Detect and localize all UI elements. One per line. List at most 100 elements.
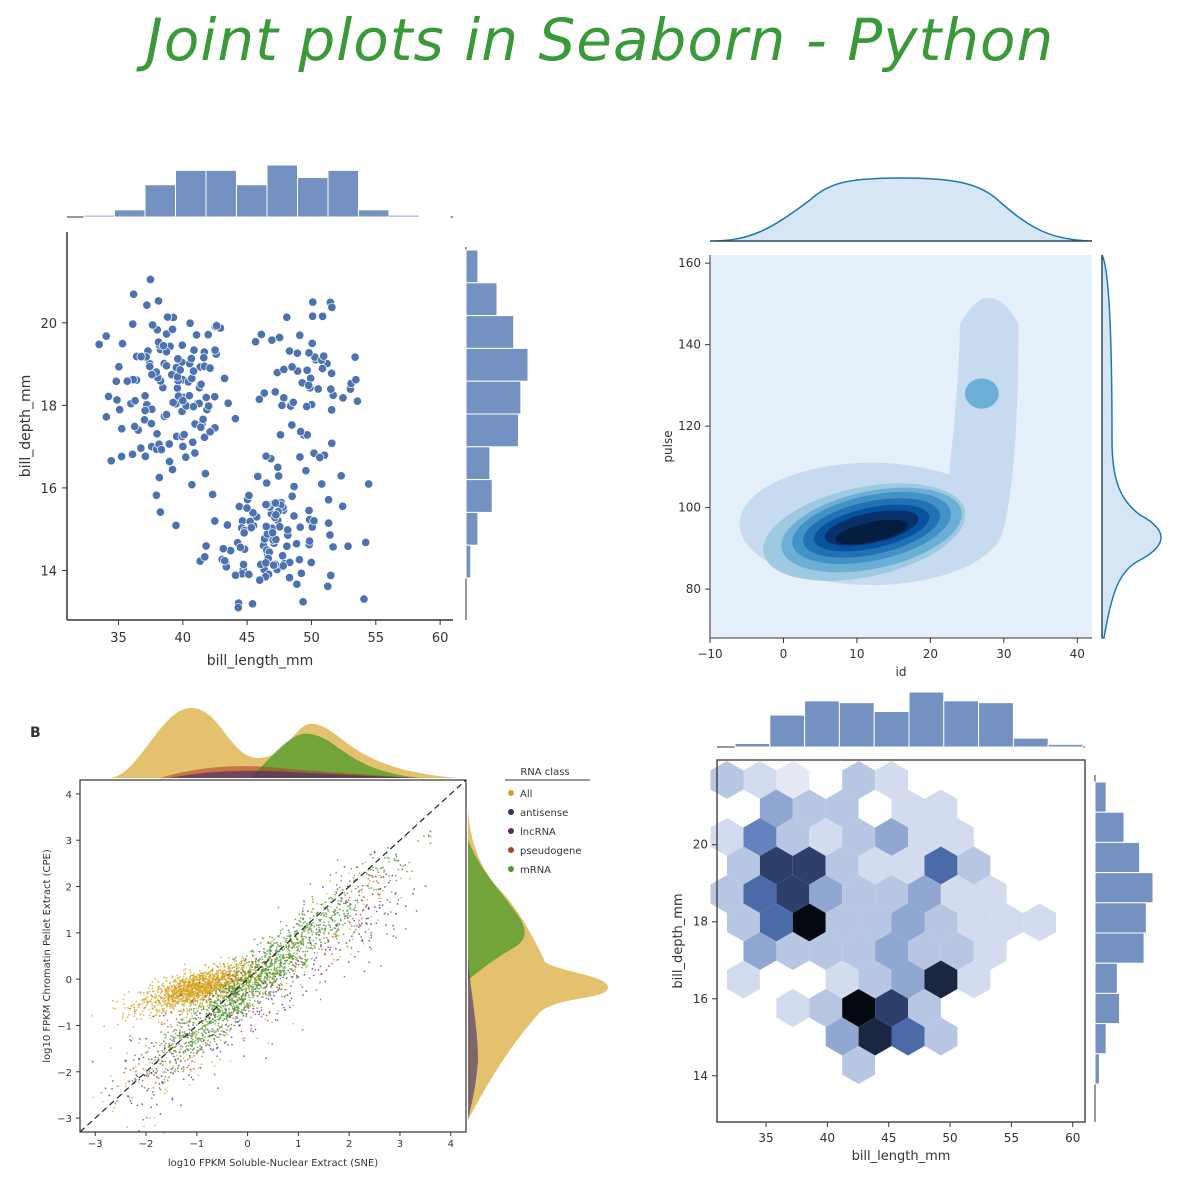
data-point [265, 953, 268, 955]
data-point [287, 929, 290, 932]
data-point [215, 972, 217, 975]
data-point [151, 1068, 154, 1071]
data-point [257, 981, 259, 984]
data-point [294, 962, 297, 964]
data-point [103, 391, 114, 401]
data-point [310, 946, 313, 949]
data-point [216, 1015, 219, 1018]
data-point [357, 891, 360, 894]
data-point [417, 840, 419, 842]
data-point [121, 1017, 124, 1020]
data-point [218, 979, 220, 982]
data-point [362, 884, 364, 887]
data-point [291, 946, 294, 949]
data-point [111, 999, 114, 1002]
data-point [315, 931, 318, 934]
data-point [195, 992, 197, 995]
data-point [261, 958, 264, 961]
data-point [387, 881, 390, 884]
data-point [180, 984, 183, 987]
data-point [250, 985, 253, 988]
data-point [252, 1030, 255, 1033]
data-point [288, 952, 291, 955]
data-point [153, 1005, 156, 1007]
data-point [202, 1005, 205, 1008]
data-point [231, 967, 233, 970]
data-point [206, 973, 209, 975]
data-point [294, 956, 297, 959]
data-point [386, 933, 389, 936]
data-point [190, 978, 192, 981]
top-hist-bar [114, 209, 146, 218]
data-point [165, 987, 167, 990]
data-point [339, 908, 342, 911]
data-point [164, 456, 175, 467]
hexbin-cell [908, 932, 941, 970]
data-point [231, 1007, 234, 1010]
data-point [301, 986, 304, 989]
data-point [221, 1024, 224, 1026]
data-point [410, 870, 413, 873]
data-point [388, 875, 391, 877]
data-point [126, 1007, 129, 1009]
x-axis-label: bill_length_mm [852, 1149, 951, 1164]
data-point [296, 427, 306, 437]
data-point [226, 1020, 229, 1022]
data-point [165, 1034, 167, 1037]
data-point [352, 908, 355, 911]
data-point [128, 319, 138, 329]
data-point [238, 559, 249, 570]
data-point [367, 908, 370, 910]
data-point [222, 984, 224, 987]
data-point [215, 990, 218, 993]
data-point [282, 954, 285, 957]
data-point [245, 982, 248, 984]
data-point [211, 1027, 213, 1030]
data-point [150, 1002, 153, 1005]
y-tick-label: 14 [693, 1069, 708, 1083]
y-tick-label: 3 [66, 836, 72, 847]
data-point [347, 905, 349, 908]
y-tick-label: 120 [678, 419, 701, 433]
data-point [406, 870, 408, 873]
data-point [131, 1096, 134, 1099]
data-point [374, 875, 377, 878]
top-hist-bar [358, 209, 390, 218]
data-point [312, 939, 315, 942]
data-point [176, 977, 179, 980]
data-point [122, 376, 132, 386]
data-point [211, 973, 213, 975]
data-point [214, 1034, 217, 1037]
data-point [164, 1067, 167, 1070]
data-point [191, 974, 194, 977]
x-axis-label: id [896, 665, 907, 679]
data-point [191, 1043, 194, 1046]
data-point [230, 964, 232, 967]
data-point [202, 1007, 205, 1010]
data-point [180, 994, 183, 997]
data-point [353, 925, 356, 927]
data-point [244, 490, 254, 500]
data-point [249, 968, 252, 971]
data-point [112, 1080, 114, 1082]
data-point [127, 449, 138, 459]
data-point [342, 923, 344, 926]
x-axis-label: log10 FPKM Soluble-Nuclear Extract (SNE) [168, 1158, 378, 1169]
data-point [384, 911, 387, 914]
data-point [256, 987, 259, 990]
data-point [223, 985, 226, 988]
data-point [157, 986, 160, 989]
hexbin-cell [875, 875, 908, 913]
data-point [240, 996, 243, 999]
data-point [216, 1055, 218, 1058]
data-point [244, 974, 247, 977]
data-point [262, 1013, 265, 1016]
data-point [261, 500, 271, 510]
data-point [104, 1087, 107, 1090]
data-point [220, 1013, 223, 1016]
data-point [180, 1000, 182, 1003]
data-point [275, 942, 277, 944]
data-point [133, 1015, 136, 1018]
data-point [164, 1088, 167, 1090]
data-point [204, 988, 207, 991]
